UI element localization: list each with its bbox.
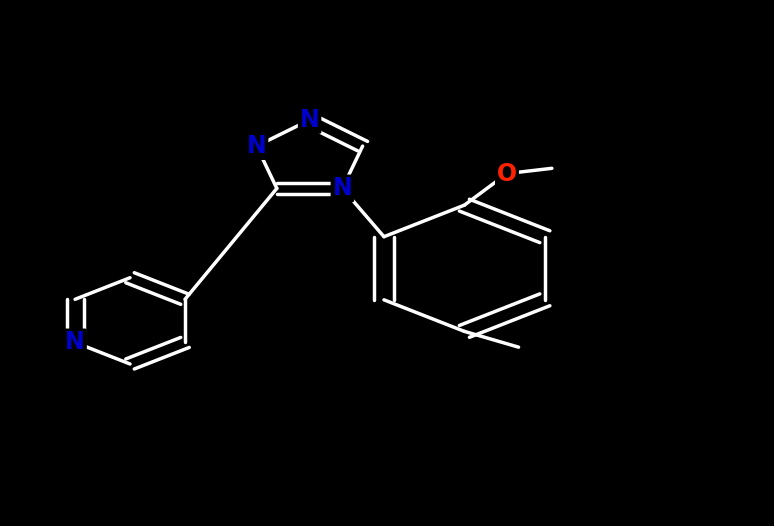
Text: N: N (333, 176, 352, 200)
Text: O: O (497, 161, 517, 186)
Text: N: N (300, 108, 320, 132)
Text: N: N (247, 134, 266, 158)
Text: N: N (65, 330, 85, 355)
